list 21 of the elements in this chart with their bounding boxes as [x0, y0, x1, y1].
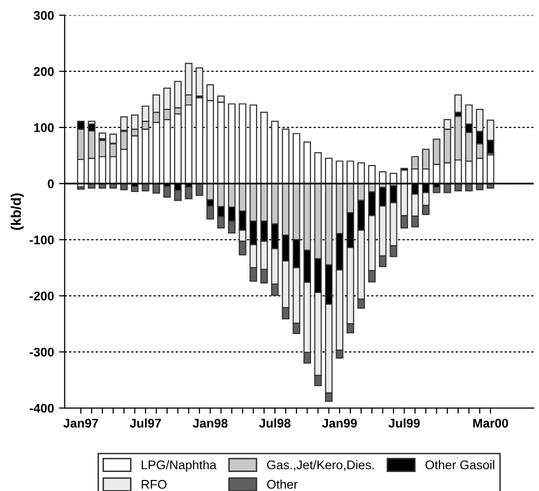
x-tick-label: Jul97 [130, 418, 161, 428]
y-tick-label: -400 [30, 404, 54, 413]
y-tick-label: -200 [30, 292, 54, 300]
y-tick-label: 100 [34, 123, 54, 132]
x-tick-label: Mar00 [473, 418, 508, 428]
y-tick-label: 200 [34, 67, 54, 76]
y-axis-title: (kb/d) [10, 193, 24, 230]
x-tick-label: Jul98 [259, 418, 290, 428]
x-tick-label: Jul99 [388, 418, 420, 428]
legend-label: RFO [142, 480, 167, 489]
y-tick-label: -100 [30, 235, 54, 244]
x-tick-label: Jan97 [63, 418, 98, 428]
x-tick-label: Jan99 [322, 418, 357, 428]
y-tick-label: -300 [30, 348, 54, 357]
legend-label: Other Gasoil [425, 460, 494, 470]
y-tick-label: 0 [48, 179, 54, 188]
legend-label: LPG/Naphtha [142, 460, 217, 472]
legend-label: Gas.,Jet/Kero,Dies. [267, 460, 374, 471]
legend-label: Other [267, 480, 298, 489]
y-tick-label: 300 [34, 11, 54, 20]
x-tick-label: Jan98 [192, 418, 228, 428]
